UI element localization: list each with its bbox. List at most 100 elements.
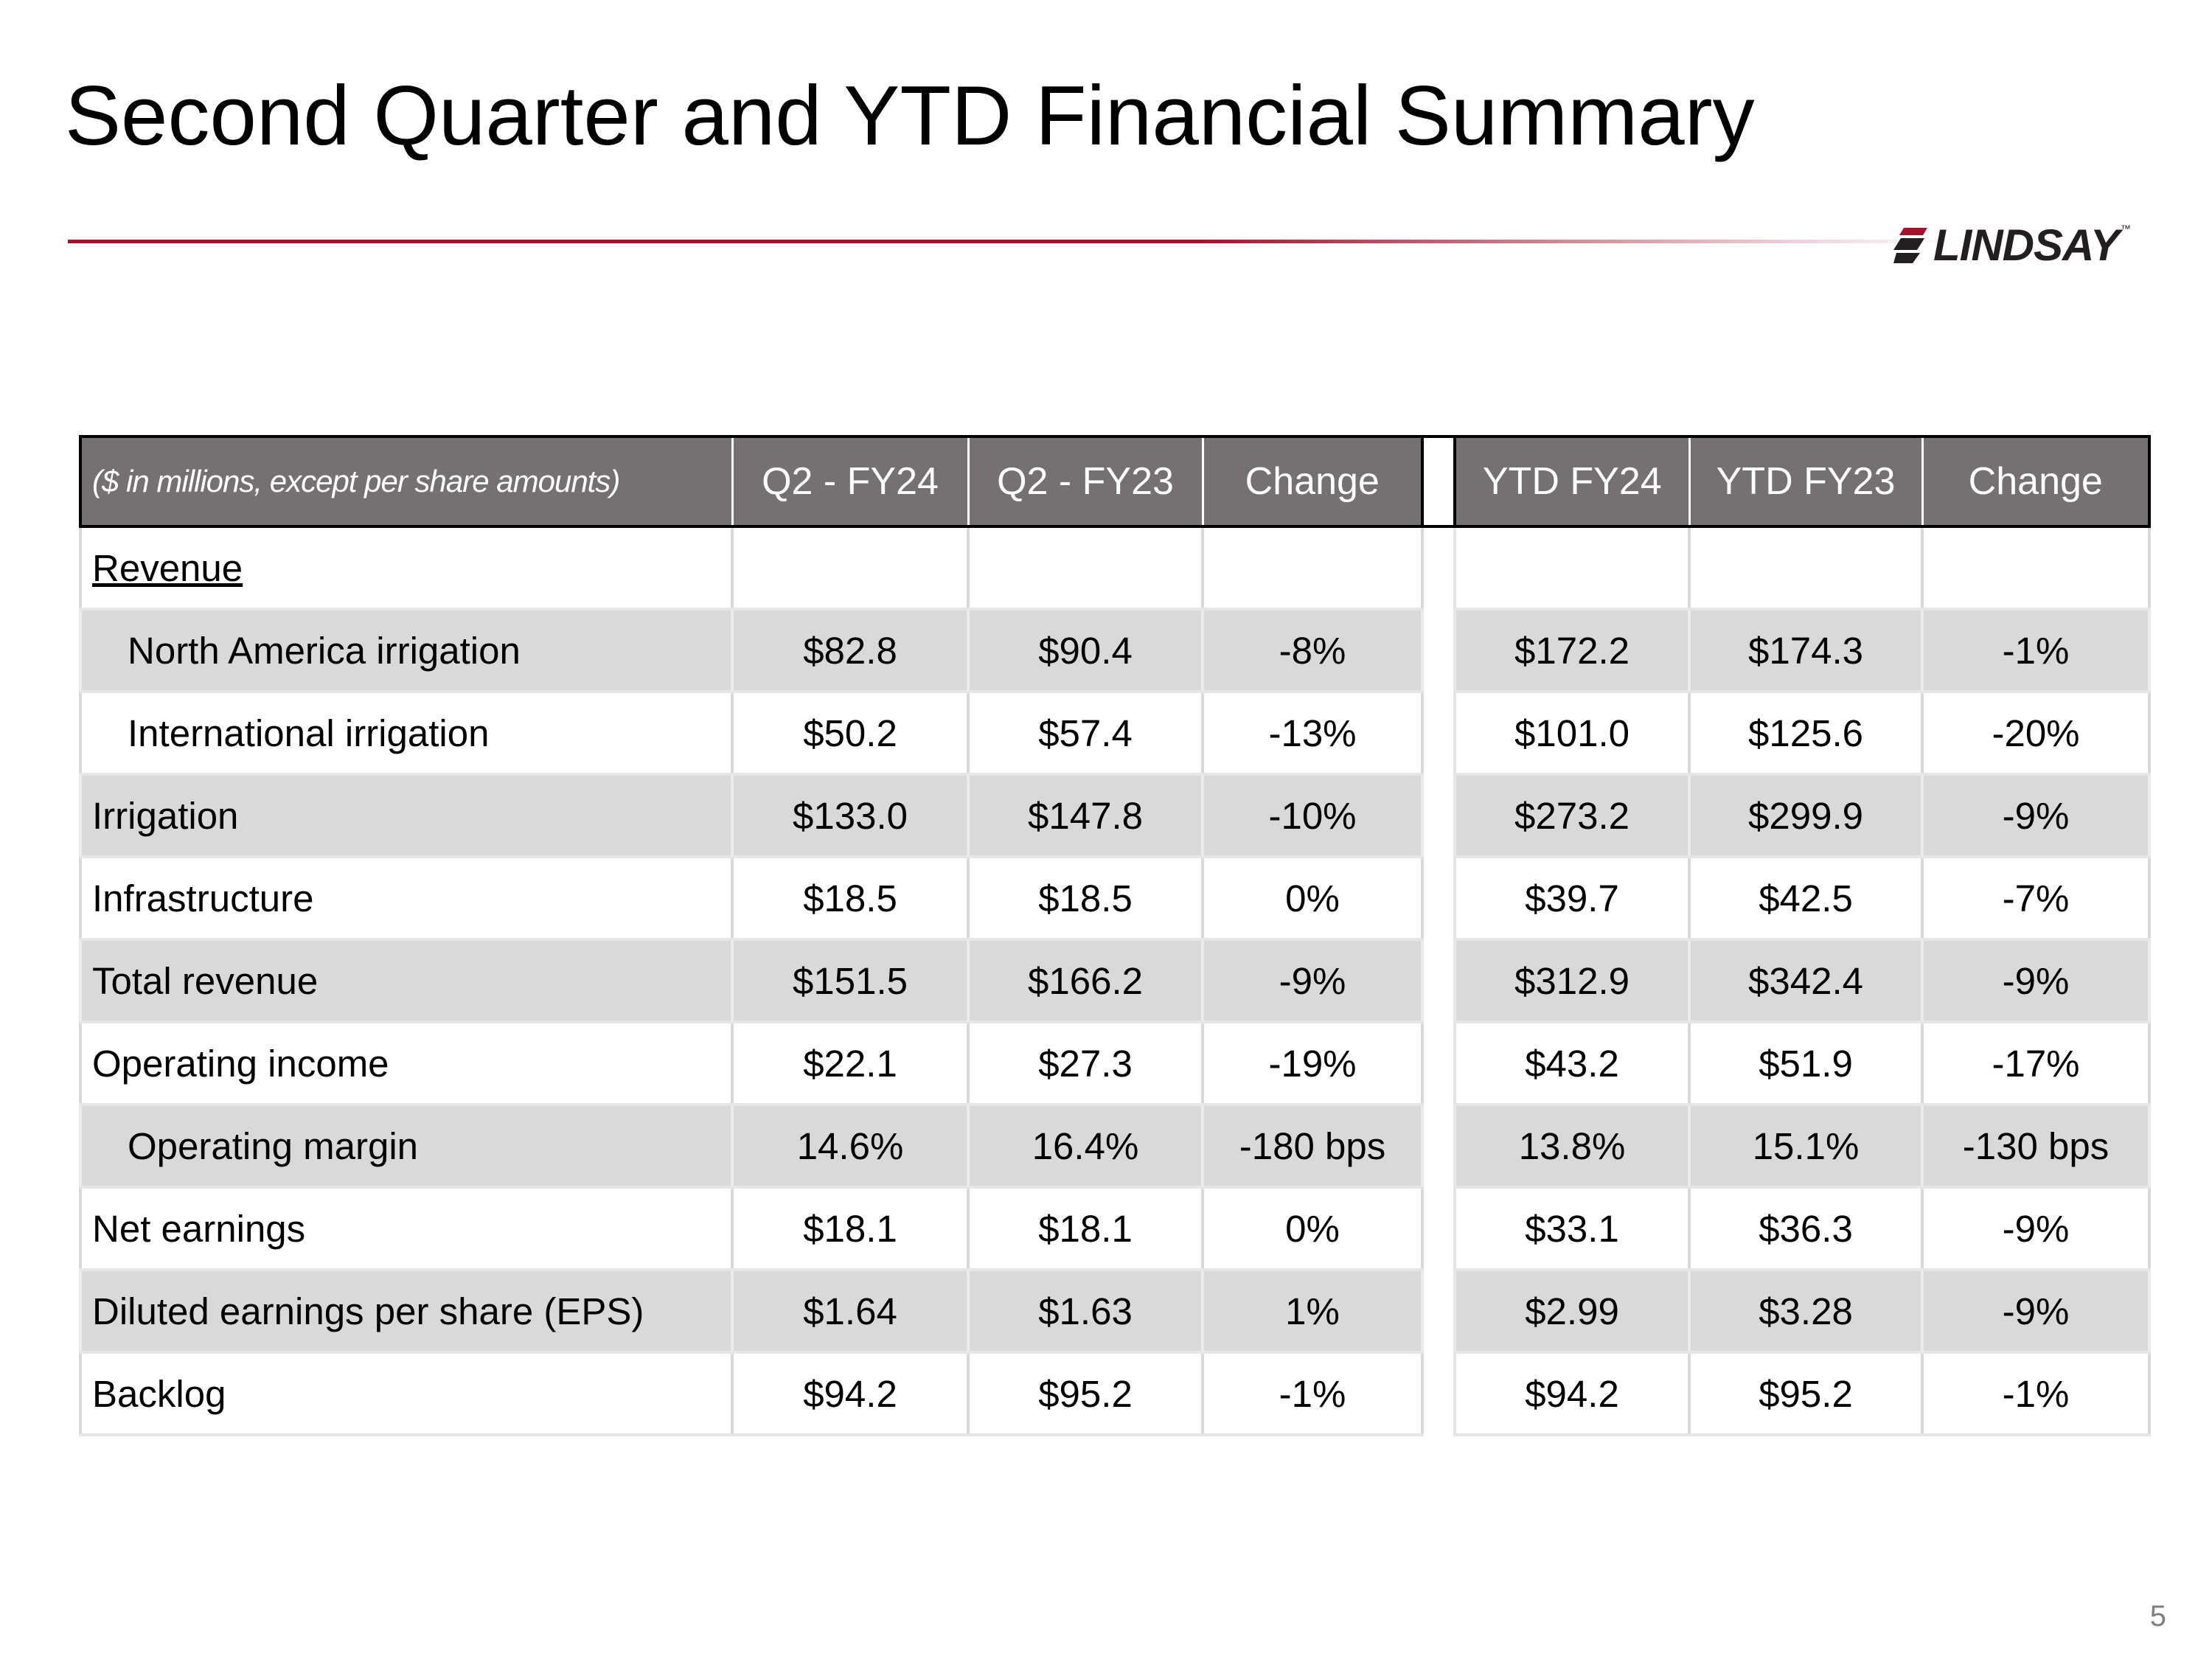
- page-number: 5: [2149, 1600, 2166, 1632]
- table-row: North America irrigation $82.8 $90.4 -8%…: [79, 609, 2151, 693]
- page-title: Second Quarter and YTD Financial Summary: [65, 69, 1755, 163]
- table-cell: $33.1: [1453, 1187, 1691, 1271]
- table-cell: $57.4: [967, 692, 1204, 776]
- table-gap: [1421, 1022, 1456, 1105]
- header-ytd-fy24: YTD FY24: [1453, 435, 1691, 528]
- table-cell: $166.2: [967, 938, 1204, 1023]
- table-row: Operating income $22.1 $27.3 -19% $43.2 …: [79, 1020, 2151, 1106]
- table-cell: [1688, 526, 1924, 611]
- table-row: Net earnings $18.1 $18.1 0% $33.1 $36.3 …: [79, 1187, 2151, 1271]
- header-ytd-change: Change: [1921, 435, 2151, 528]
- table-gap: [1421, 1270, 1456, 1352]
- table-cell: $174.3: [1688, 609, 1924, 693]
- table-gap: [1421, 939, 1456, 1022]
- table-cell: $42.5: [1688, 857, 1924, 941]
- table-cell: 16.4%: [967, 1105, 1204, 1189]
- table-cell: 13.8%: [1453, 1105, 1691, 1189]
- table-cell: $151.5: [731, 938, 970, 1023]
- table-row: Total revenue $151.5 $166.2 -9% $312.9 $…: [79, 938, 2151, 1023]
- table-cell: [1453, 526, 1691, 611]
- row-label: Diluted earnings per share (EPS): [79, 1270, 734, 1354]
- table-gap: [1421, 857, 1456, 939]
- table-cell: -1%: [1201, 1352, 1424, 1436]
- table-cell: $18.5: [967, 857, 1204, 941]
- row-label: Operating income: [79, 1022, 734, 1106]
- lindsay-logo: LINDSAY ™: [1893, 223, 2174, 268]
- table-cell: $1.63: [967, 1270, 1204, 1354]
- section-label: Revenue: [79, 526, 734, 611]
- row-label: Operating margin: [79, 1105, 734, 1189]
- table-cell: $342.4: [1688, 938, 1924, 1023]
- table-row: Infrastructure $18.5 $18.5 0% $39.7 $42.…: [79, 857, 2151, 941]
- lindsay-logo-text: LINDSAY: [1933, 220, 2120, 270]
- table-cell: $94.2: [731, 1352, 970, 1436]
- section-label-text: Revenue: [92, 546, 243, 589]
- table-cell: $273.2: [1453, 773, 1691, 858]
- header-q2-fy24: Q2 - FY24: [731, 435, 970, 528]
- table-cell: $125.6: [1688, 692, 1924, 776]
- table-cell: $82.8: [731, 609, 970, 693]
- table-cell: $2.99: [1453, 1270, 1691, 1354]
- table-cell: $3.28: [1688, 1270, 1924, 1354]
- lindsay-logo-stripes-icon: [1893, 228, 1927, 263]
- row-label: Backlog: [79, 1352, 734, 1436]
- table-cell: $94.2: [1453, 1352, 1691, 1436]
- table-header-row: ($ in millions, except per share amounts…: [79, 435, 2151, 528]
- table-gap: [1421, 1187, 1456, 1270]
- table-cell: -9%: [1921, 1187, 2151, 1271]
- table-cell: -180 bps: [1201, 1105, 1424, 1189]
- table-gap: [1421, 692, 1456, 774]
- table-row: Diluted earnings per share (EPS) $1.64 $…: [79, 1270, 2151, 1354]
- table-cell: $18.1: [967, 1187, 1204, 1271]
- header-q2-fy23: Q2 - FY23: [967, 435, 1204, 528]
- title-divider: [68, 240, 1955, 243]
- row-label: Net earnings: [79, 1187, 734, 1271]
- table-cell: -9%: [1921, 773, 2151, 858]
- table-cell: -1%: [1921, 609, 2151, 693]
- row-label: North America irrigation: [79, 609, 734, 693]
- table-cell: $18.1: [731, 1187, 970, 1271]
- table-gap: [1421, 774, 1456, 857]
- table-row: Backlog $94.2 $95.2 -1% $94.2 $95.2 -1%: [79, 1352, 2151, 1436]
- table-cell: 0%: [1201, 1187, 1424, 1271]
- table-cell: -9%: [1201, 938, 1424, 1023]
- header-ytd-fy23: YTD FY23: [1688, 435, 1924, 528]
- table-cell: $172.2: [1453, 609, 1691, 693]
- table-cell: -17%: [1921, 1020, 2151, 1106]
- table-cell: $95.2: [967, 1352, 1204, 1436]
- header-q-change: Change: [1201, 435, 1424, 528]
- table-cell: 1%: [1201, 1270, 1424, 1354]
- table-gap: [1421, 526, 1456, 609]
- table-cell: $1.64: [731, 1270, 970, 1354]
- table-cell: -7%: [1921, 857, 2151, 941]
- table-gap: [1421, 609, 1456, 692]
- table-cell: $147.8: [967, 773, 1204, 858]
- table-cell: -9%: [1921, 1270, 2151, 1354]
- table-cell: -13%: [1201, 692, 1424, 776]
- table-row: Operating margin 14.6% 16.4% -180 bps 13…: [79, 1105, 2151, 1189]
- table-cell: [731, 526, 970, 611]
- header-gap: [1421, 435, 1456, 528]
- table-cell: $95.2: [1688, 1352, 1924, 1436]
- table-gap: [1421, 1352, 1456, 1435]
- table-cell: -20%: [1921, 692, 2151, 776]
- trademark-symbol: ™: [2120, 223, 2131, 234]
- table-cell: 0%: [1201, 857, 1424, 941]
- table-cell: -9%: [1921, 938, 2151, 1023]
- table-cell: 15.1%: [1688, 1105, 1924, 1189]
- table-row: Irrigation $133.0 $147.8 -10% $273.2 $29…: [79, 773, 2151, 858]
- table-cell: [1921, 526, 2151, 611]
- table-cell: $27.3: [967, 1020, 1204, 1106]
- row-label: Infrastructure: [79, 857, 734, 941]
- table-cell: $50.2: [731, 692, 970, 776]
- table-cell: -10%: [1201, 773, 1424, 858]
- table-cell: -130 bps: [1921, 1105, 2151, 1189]
- table-cell: $51.9: [1688, 1020, 1924, 1106]
- table-gap: [1421, 1105, 1456, 1187]
- row-label: Irrigation: [79, 774, 734, 858]
- table-cell: $18.5: [731, 857, 970, 941]
- table-cell: -19%: [1201, 1020, 1424, 1106]
- table-cell: -1%: [1921, 1352, 2151, 1436]
- table-cell: $39.7: [1453, 857, 1691, 941]
- row-label: Total revenue: [79, 939, 734, 1023]
